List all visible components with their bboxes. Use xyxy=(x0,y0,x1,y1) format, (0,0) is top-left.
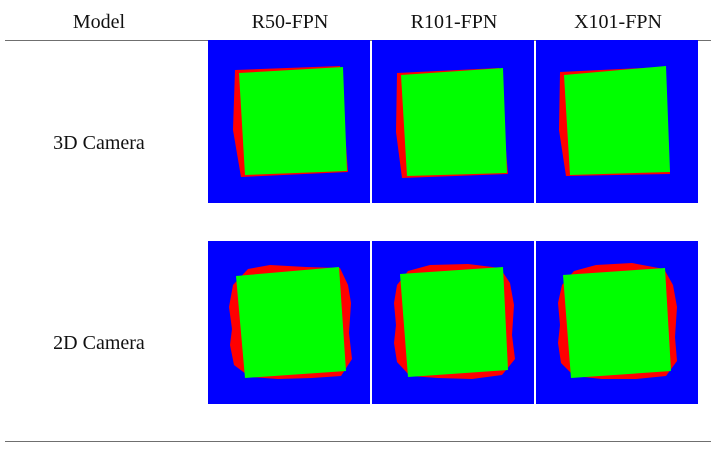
header-x101-fpn: X101-FPN xyxy=(574,11,662,33)
result-image-2d-r50 xyxy=(208,241,370,404)
prediction-region xyxy=(563,268,671,378)
row-label-3d-camera: 3D Camera xyxy=(53,132,145,154)
result-image-2d-x101 xyxy=(536,241,698,404)
prediction-region xyxy=(401,68,507,176)
prediction-region xyxy=(239,67,347,175)
header-r101-fpn: R101-FPN xyxy=(410,11,498,33)
header-model: Model xyxy=(72,11,126,33)
prediction-region xyxy=(236,267,346,378)
header-r50-fpn: R50-FPN xyxy=(251,11,329,33)
row-label-2d-camera: 2D Camera xyxy=(53,332,145,354)
result-image-3d-r101 xyxy=(372,40,534,203)
result-image-3d-r50 xyxy=(208,40,370,203)
table-bottom-rule xyxy=(5,441,711,442)
prediction-region xyxy=(400,267,508,377)
result-image-3d-x101 xyxy=(536,40,698,203)
result-image-2d-r101 xyxy=(372,241,534,404)
prediction-region xyxy=(564,66,670,175)
